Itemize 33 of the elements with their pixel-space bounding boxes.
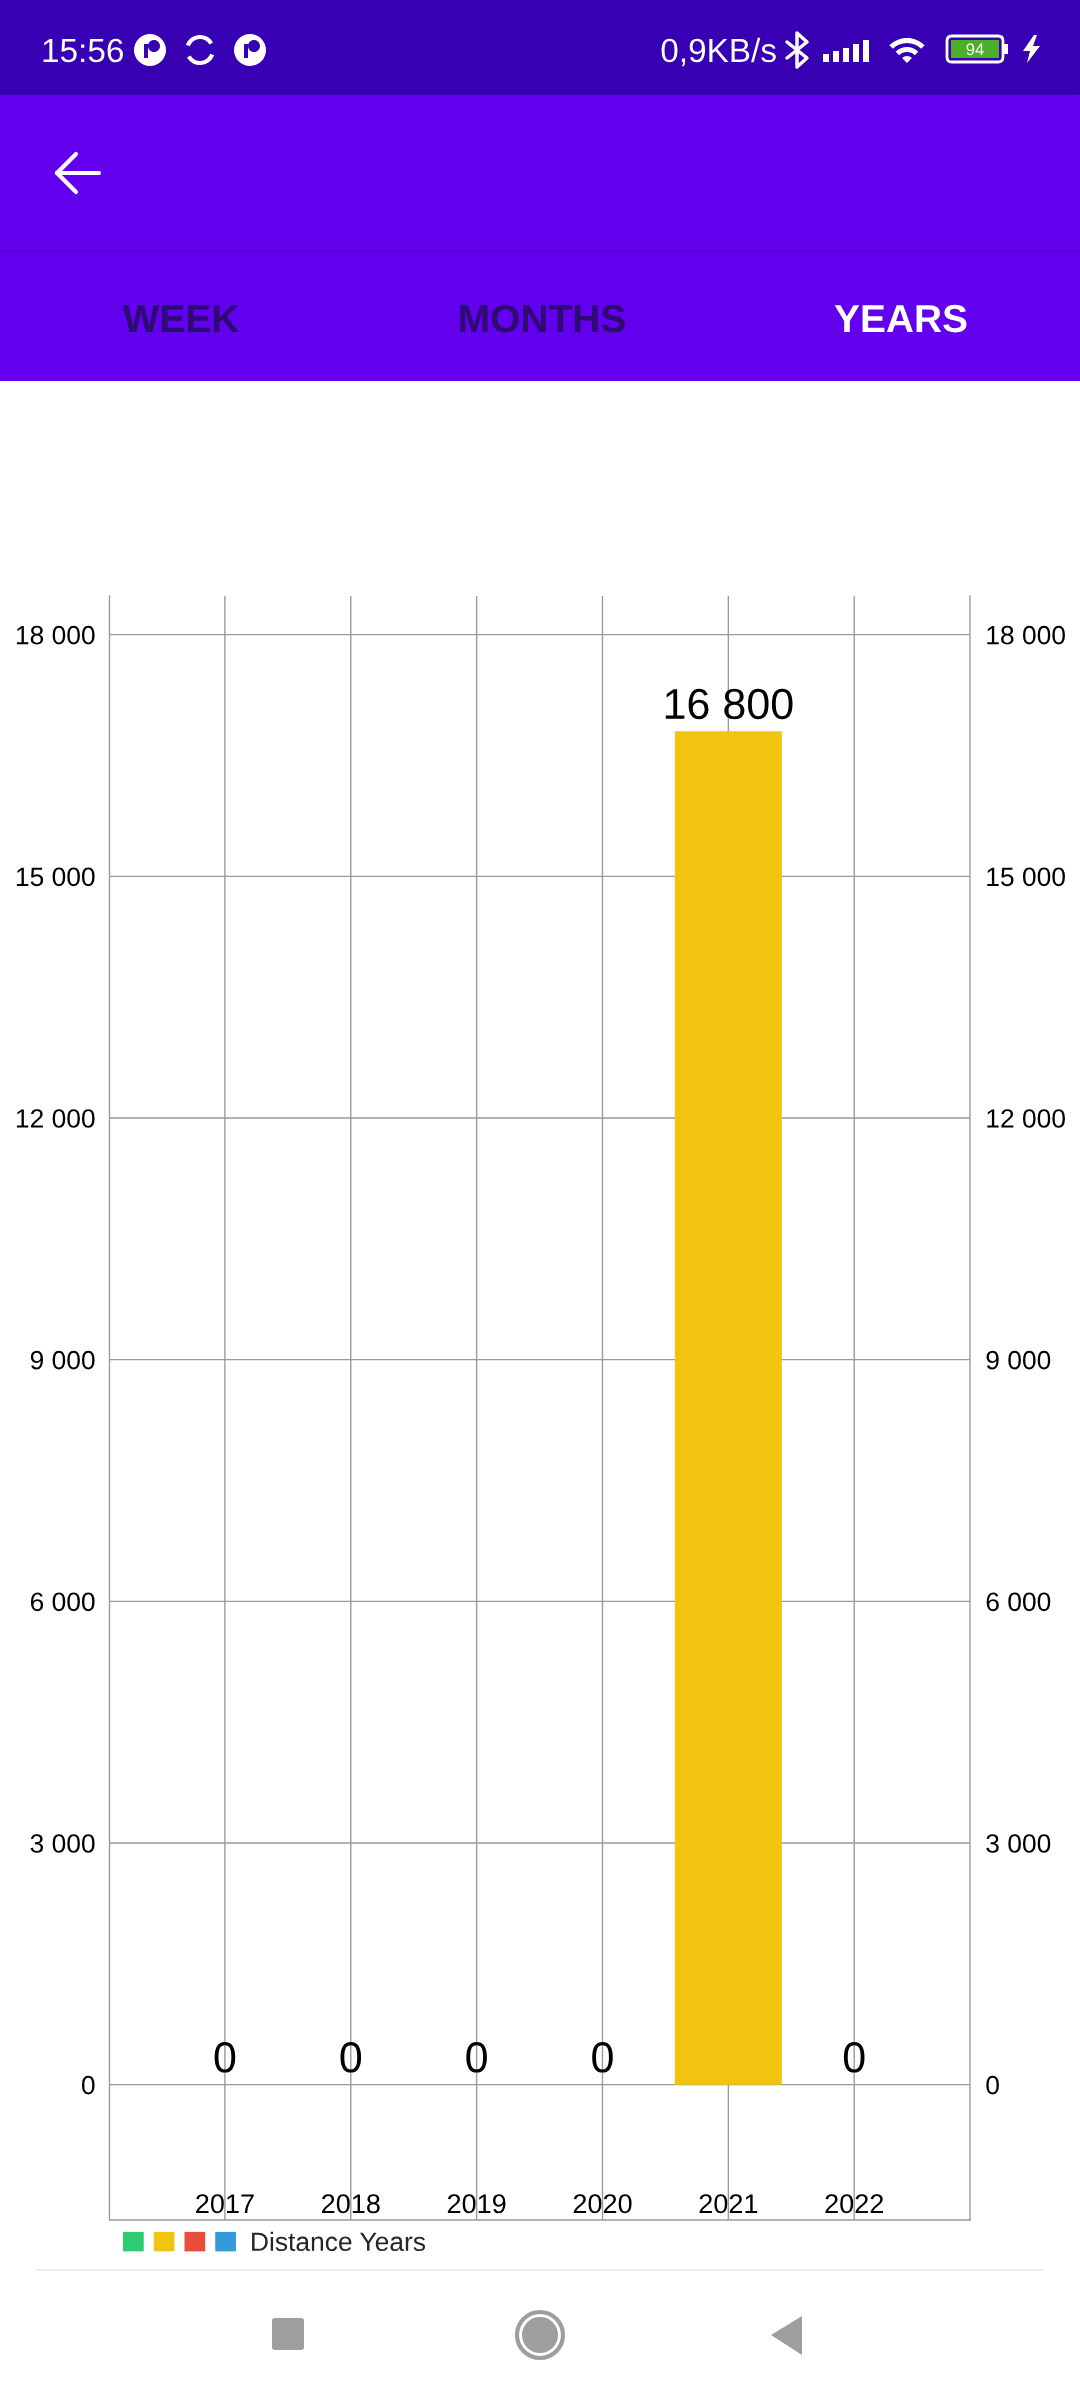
- y2-tick-label: 3 000: [986, 1834, 1051, 1853]
- data-label: 0: [592, 2042, 613, 2073]
- data-label: 0: [466, 2042, 487, 2073]
- y2-tick-label: 0: [986, 2075, 999, 2095]
- text: MONTHS: [460, 304, 625, 333]
- y-tick-label: 18 000: [16, 625, 95, 645]
- y2-tick-label: 12 000: [987, 1109, 1065, 1128]
- text: WEEK: [122, 305, 239, 332]
- data-label: 0: [214, 2042, 236, 2073]
- x-tick-label: 2022: [825, 2194, 883, 2214]
- data-label: 16 800: [665, 688, 793, 720]
- x-tick-label: 2018: [322, 2194, 380, 2214]
- x-tick-label: 2019: [447, 2194, 506, 2214]
- text: 15:56: [43, 38, 123, 63]
- x-tick-label: 2020: [573, 2194, 632, 2214]
- x-tick-label: 2017: [196, 2194, 254, 2214]
- y-tick-label: 12 000: [16, 1109, 95, 1128]
- y2-tick-label: 15 000: [987, 867, 1065, 887]
- y2-tick-label: 18 000: [987, 625, 1065, 645]
- text: YEARS: [834, 304, 967, 333]
- text: Distance Years: [252, 2231, 426, 2252]
- text: 94: [966, 43, 984, 56]
- data-label: 0: [843, 2042, 865, 2073]
- y-tick-label: 0: [81, 2075, 95, 2095]
- y-tick-label: 9 000: [30, 1350, 95, 1370]
- y-tick-label: 3 000: [30, 1834, 95, 1853]
- data-label: 0: [340, 2042, 362, 2073]
- x-tick-label: 2021: [699, 2194, 758, 2214]
- y-tick-label: 6 000: [30, 1592, 95, 1612]
- y2-tick-label: 6 000: [986, 1592, 1051, 1612]
- y-tick-label: 15 000: [16, 867, 95, 887]
- y2-tick-label: 9 000: [986, 1350, 1051, 1370]
- text: 0,9KB/s: [661, 37, 776, 67]
